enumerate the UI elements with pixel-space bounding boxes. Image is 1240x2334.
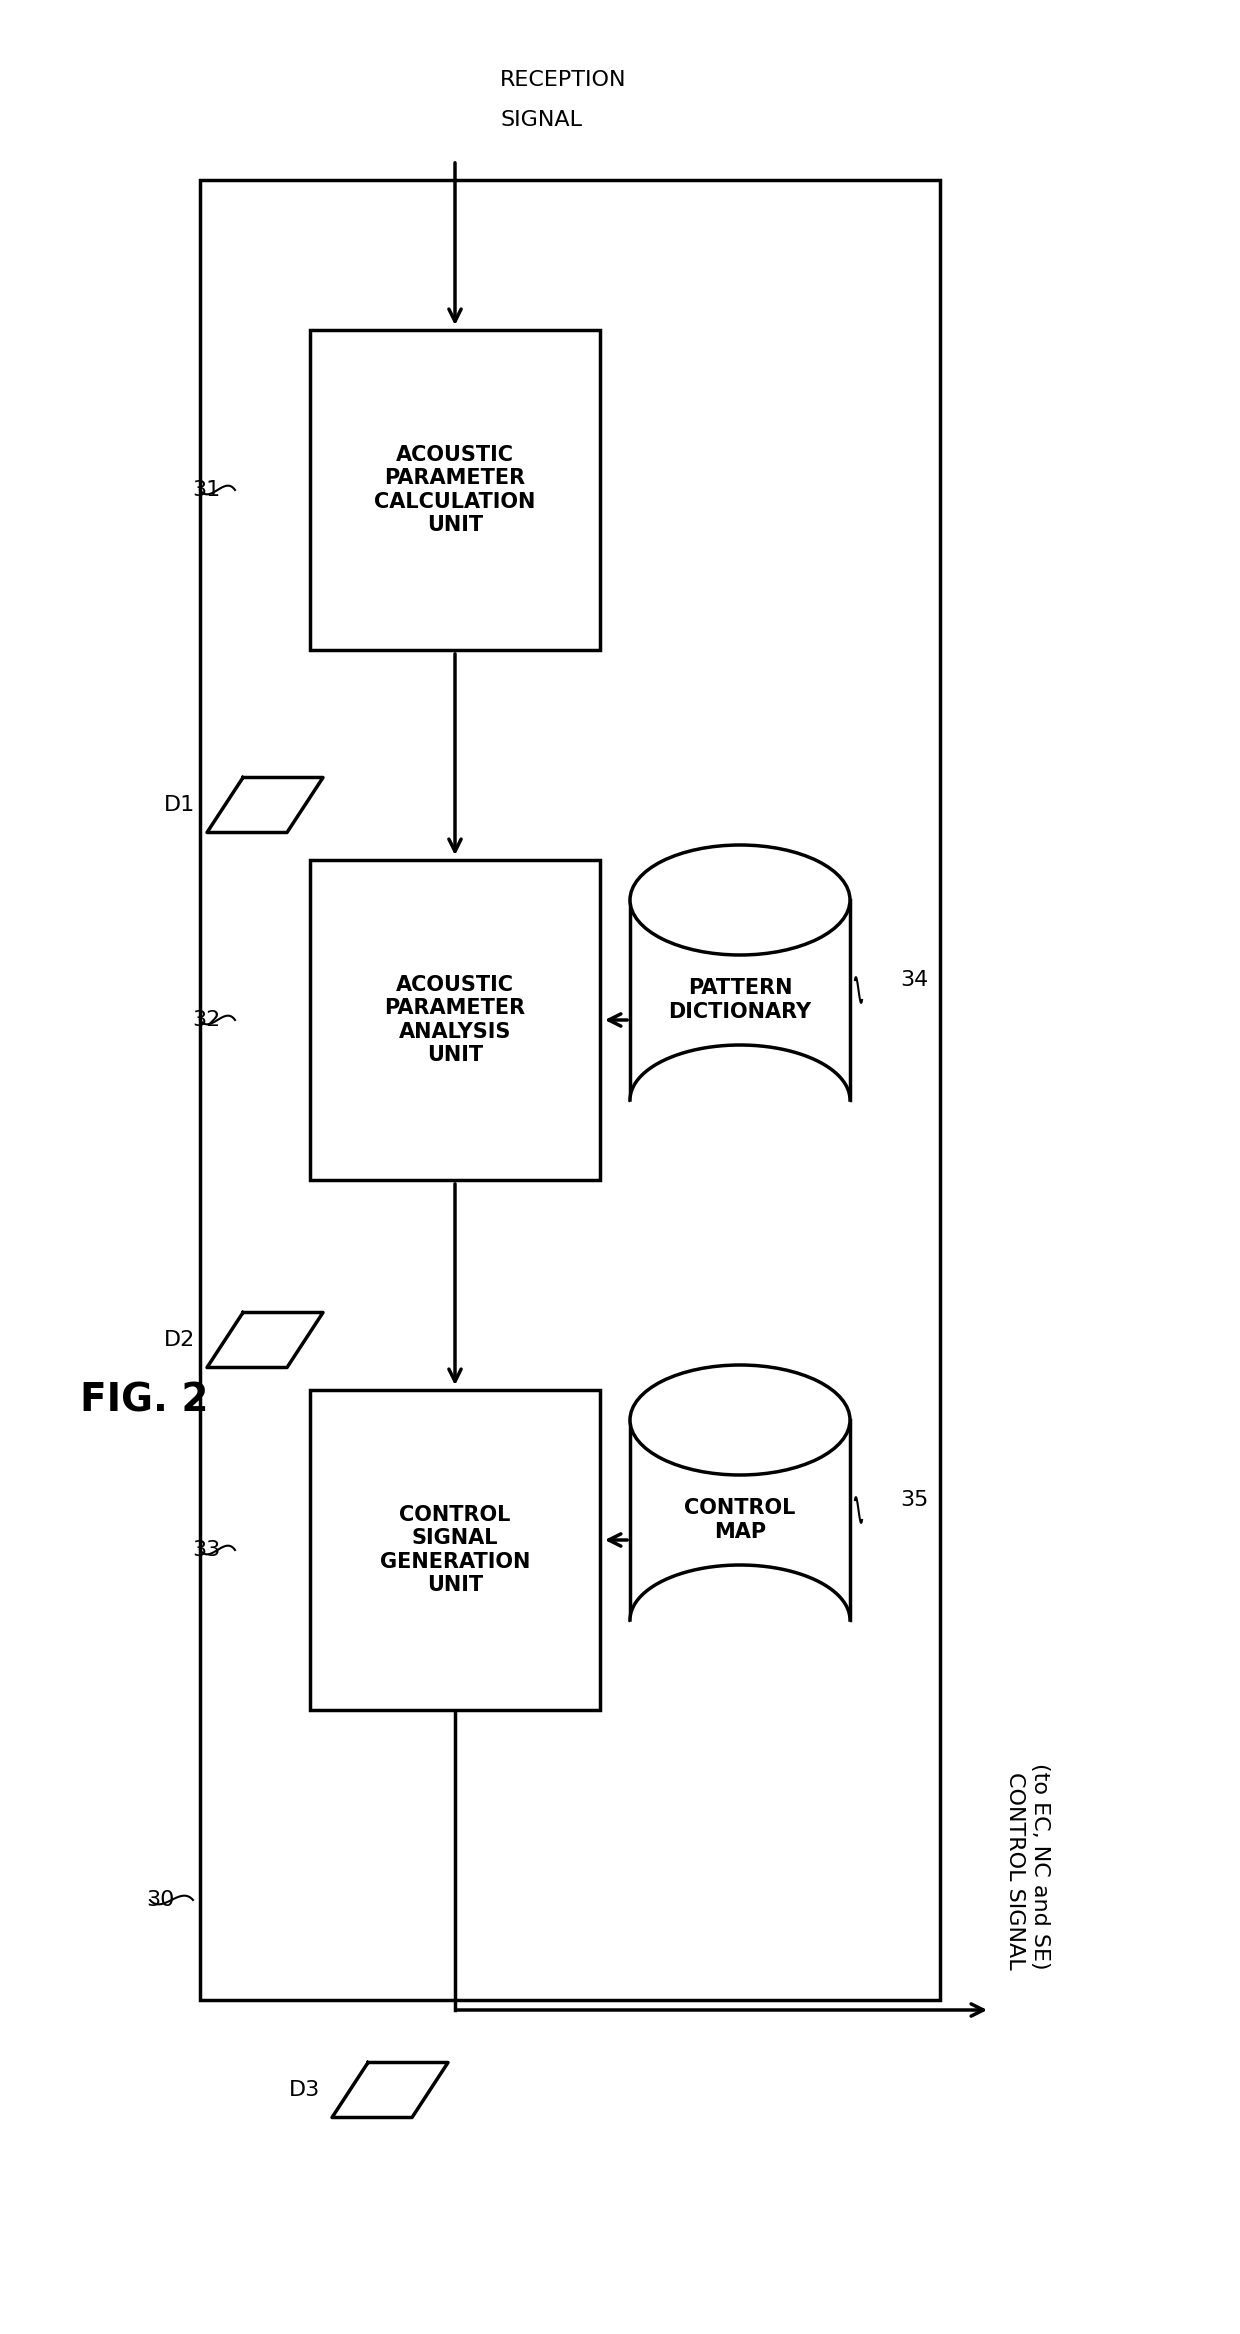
Text: 34: 34	[900, 971, 929, 990]
Text: D2: D2	[164, 1330, 195, 1349]
Text: D1: D1	[164, 796, 195, 815]
Text: ACOUSTIC
PARAMETER
CALCULATION
UNIT: ACOUSTIC PARAMETER CALCULATION UNIT	[374, 446, 536, 534]
Text: CONTROL SIGNAL: CONTROL SIGNAL	[1004, 1772, 1025, 1970]
Text: D3: D3	[289, 2080, 320, 2101]
Bar	[310, 859, 600, 1181]
Text: (to EC, NC and SE): (to EC, NC and SE)	[1030, 1765, 1050, 1970]
Bar	[310, 1391, 600, 1711]
Text: 33: 33	[192, 1540, 219, 1559]
Ellipse shape	[630, 1566, 849, 1676]
Text: RECEPTION: RECEPTION	[500, 70, 626, 91]
Bar	[310, 329, 600, 649]
Bar	[631, 901, 848, 1099]
Text: 31: 31	[192, 481, 219, 499]
Text: CONTROL
SIGNAL
GENERATION
UNIT: CONTROL SIGNAL GENERATION UNIT	[379, 1505, 531, 1594]
Bar	[200, 180, 940, 2000]
Text: SIGNAL: SIGNAL	[500, 110, 582, 131]
Ellipse shape	[630, 1046, 849, 1155]
Ellipse shape	[630, 845, 849, 955]
Bar	[631, 1419, 848, 1620]
Text: 30: 30	[146, 1891, 175, 1909]
Text: FIG. 2: FIG. 2	[81, 1382, 208, 1419]
Text: 32: 32	[192, 1011, 219, 1029]
Text: PATTERN
DICTIONARY: PATTERN DICTIONARY	[668, 978, 811, 1022]
Text: ACOUSTIC
PARAMETER
ANALYSIS
UNIT: ACOUSTIC PARAMETER ANALYSIS UNIT	[384, 976, 526, 1064]
Text: 35: 35	[900, 1489, 929, 1510]
Text: CONTROL
MAP: CONTROL MAP	[684, 1498, 796, 1540]
Ellipse shape	[630, 1365, 849, 1475]
